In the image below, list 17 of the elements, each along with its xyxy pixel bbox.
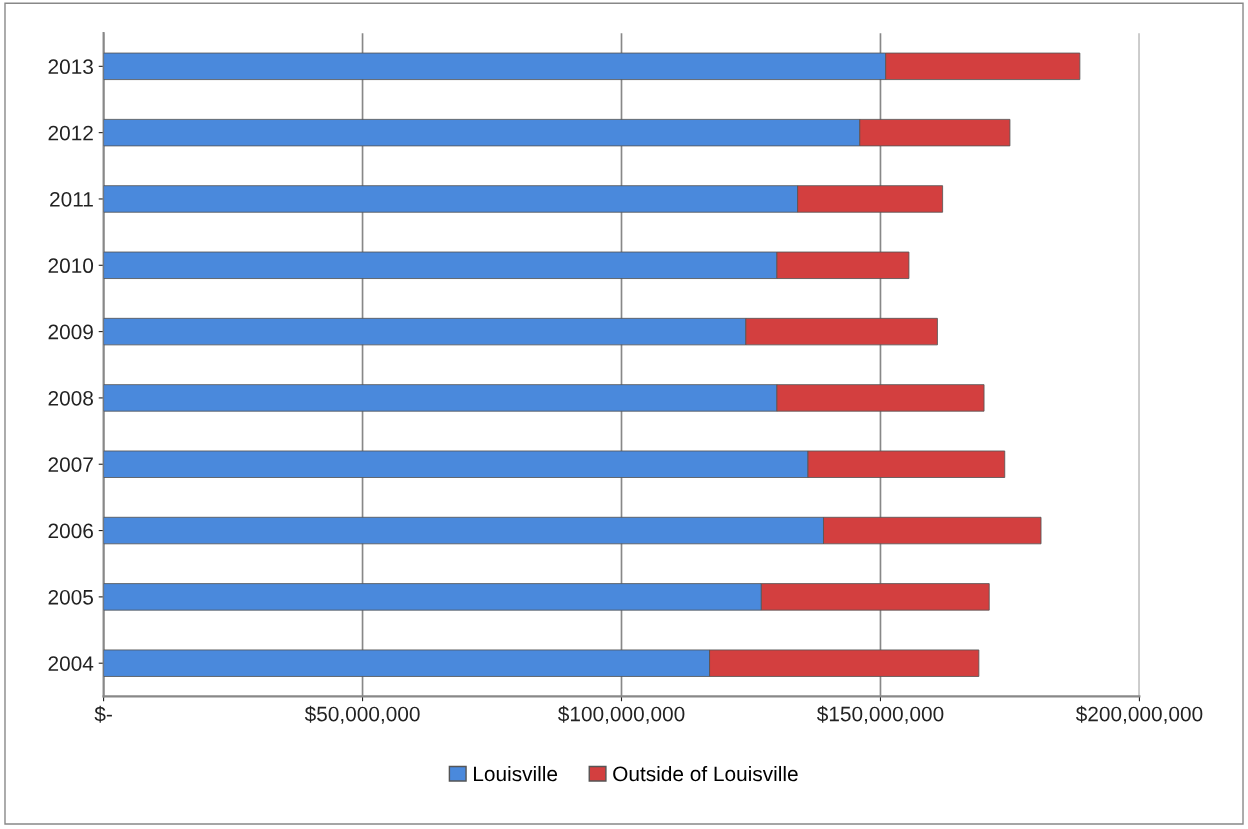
y-tick-label: 2007: [48, 457, 93, 472]
x-tick-label: $100,000,000: [558, 705, 685, 724]
legend-label: Louisville: [474, 765, 558, 782]
x-tick-label: $50,000,000: [304, 705, 420, 724]
y-tick-label: 2008: [48, 390, 93, 406]
x-tick-label: $200,000,000: [1075, 705, 1203, 724]
y-tick-label: 2011: [50, 191, 93, 207]
y-tick-label: 2009: [48, 324, 93, 340]
y-tick-label: 2006: [48, 523, 93, 539]
legend-label: Outside of Louisville: [613, 765, 798, 782]
y-tick-label: 2013: [48, 59, 93, 75]
y-tick-label: 2004: [48, 656, 94, 671]
y-tick-label: 2010: [48, 258, 94, 274]
y-tick-label: 2012: [48, 125, 93, 141]
x-tick-label: $-: [94, 705, 112, 723]
y-tick-label: 2005: [48, 589, 93, 605]
x-tick-label: $150,000,000: [816, 705, 944, 724]
